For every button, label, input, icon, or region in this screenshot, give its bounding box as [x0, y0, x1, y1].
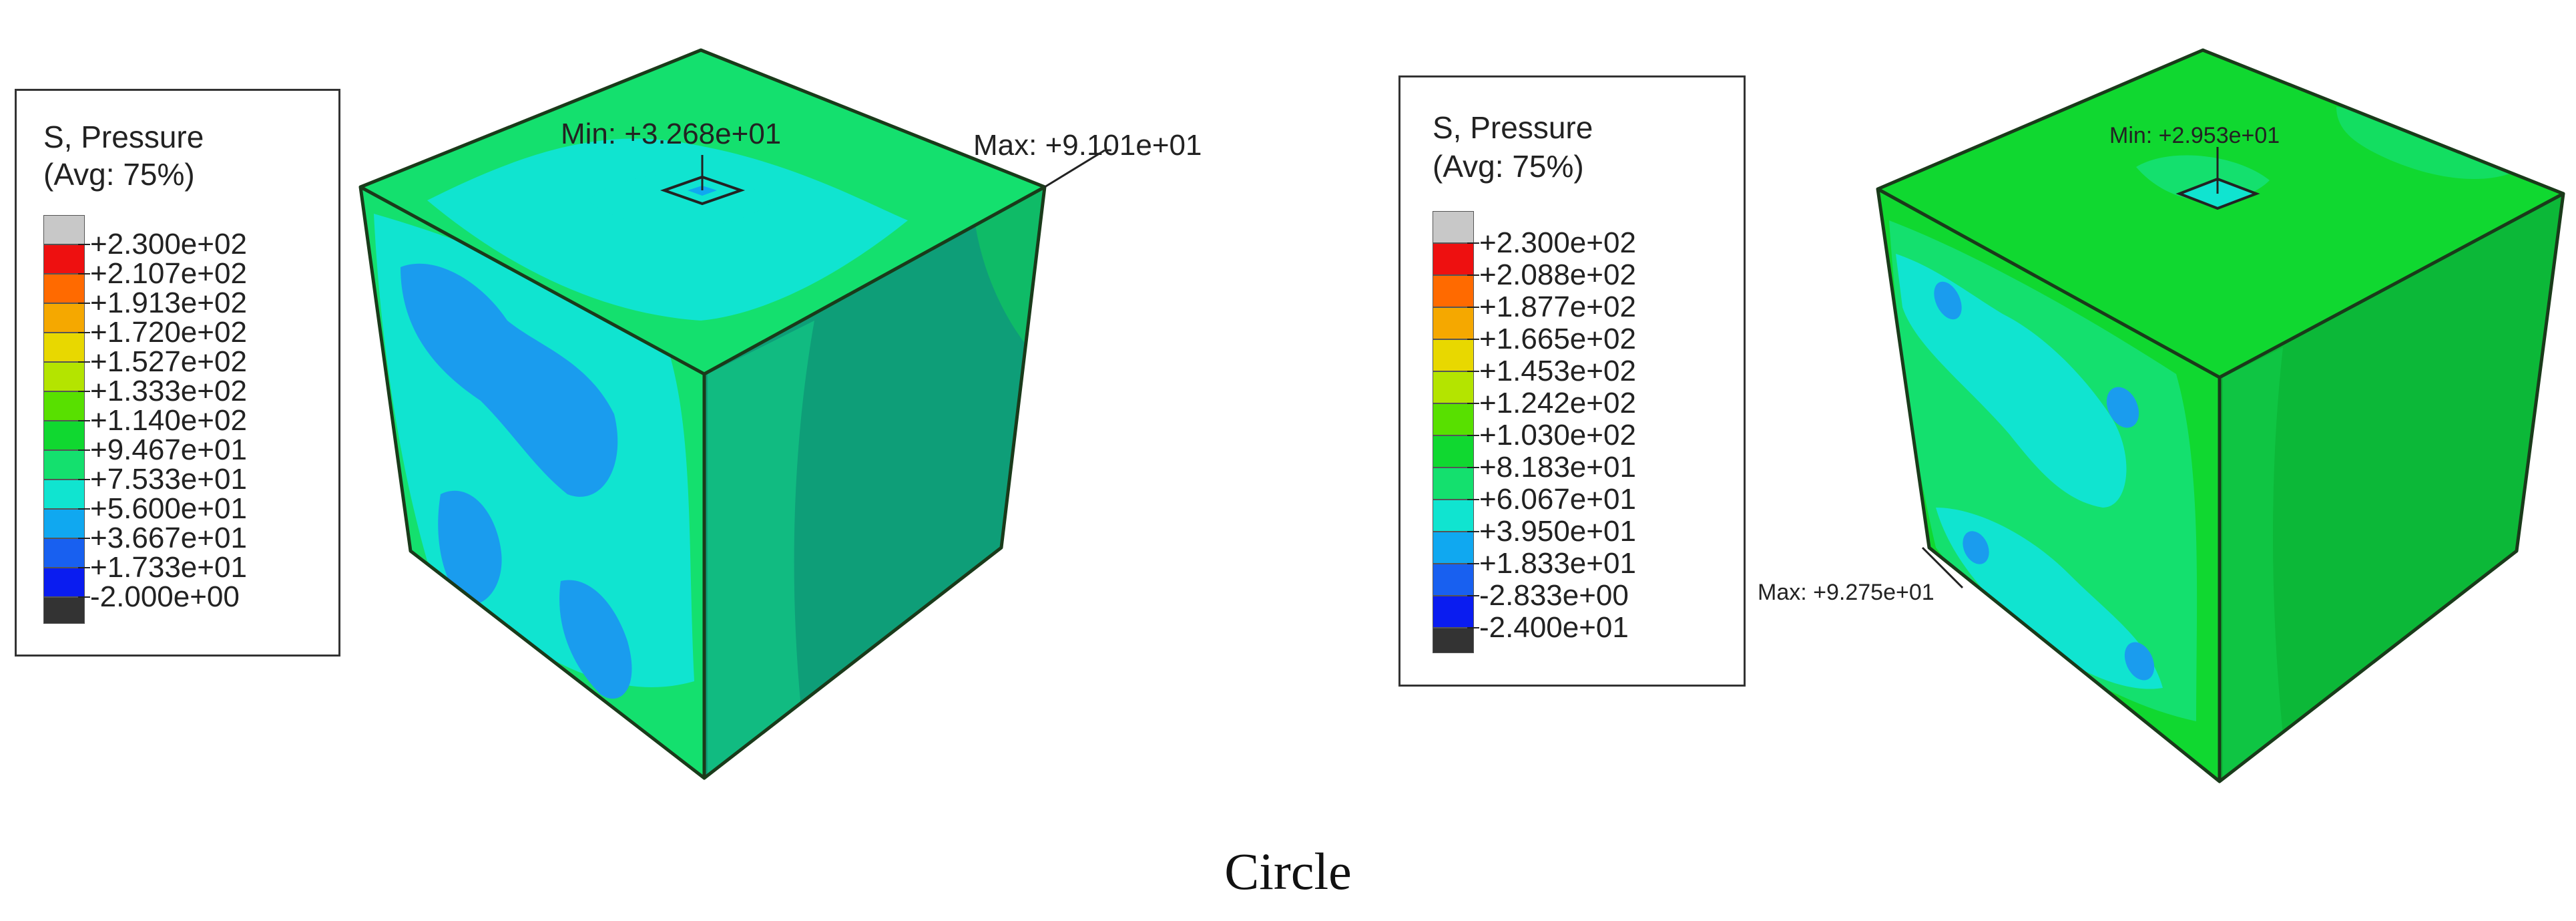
- color-bar: +2.300e+02 +2.107e+02 +1.913e+02 +1.720e…: [43, 215, 247, 624]
- legend-value: +2.300e+02: [78, 228, 247, 260]
- swatch-10: [1433, 532, 1474, 564]
- max-label: Max: +9.275e+01: [1758, 580, 1935, 605]
- legend-value: +3.950e+01: [1467, 515, 1636, 548]
- cube-right: Min: +2.953e+01 Max: +9.275e+01: [1758, 48, 2565, 783]
- cube-left: Min: +3.268e+01 Max: +9.101e+01: [358, 48, 1202, 780]
- swatch-8: [1433, 468, 1474, 500]
- swatch-5: [43, 362, 85, 391]
- legend-title: S, Pressure: [1433, 110, 1593, 145]
- legend-value: -2.833e+00: [1467, 579, 1629, 612]
- legend-value: +3.667e+01: [78, 522, 247, 554]
- swatch-8: [43, 450, 85, 480]
- swatch-11: [1433, 564, 1474, 596]
- legend-value: +1.913e+02: [78, 287, 247, 319]
- legend-value: +1.665e+02: [1467, 323, 1636, 355]
- cube-right-face: [704, 187, 1045, 778]
- legend-value: +1.140e+02: [78, 404, 247, 437]
- legend-subtitle: (Avg: 75%): [1433, 149, 1584, 184]
- cube-left-face: [1878, 189, 2220, 781]
- swatch-13: [43, 597, 85, 624]
- legend-value: +1.242e+02: [1467, 387, 1636, 419]
- swatch-1: [43, 244, 85, 274]
- color-bar: +2.300e+02 +2.088e+02 +1.877e+02 +1.665e…: [1433, 211, 1653, 653]
- swatch-1: [1433, 243, 1474, 275]
- legend-value: +2.088e+02: [1467, 258, 1636, 291]
- swatch-10: [43, 509, 85, 538]
- swatch-3: [43, 303, 85, 333]
- swatch-11: [43, 538, 85, 568]
- cube-top-face: [360, 50, 1045, 374]
- legend-panel-1: S, Pressure (Avg: 75%) +2.300e+02 +2.107…: [15, 89, 340, 657]
- legend-value: +8.183e+01: [1467, 451, 1636, 484]
- legend-value: -2.400e+01: [1467, 611, 1629, 644]
- swatch-12: [43, 568, 85, 597]
- swatch-0: [43, 215, 85, 244]
- swatch-7: [43, 421, 85, 450]
- swatch-7: [1433, 435, 1474, 468]
- swatch-2: [1433, 275, 1474, 307]
- swatch-2: [43, 274, 85, 303]
- legend-value: +1.527e+02: [78, 345, 247, 378]
- legend-value: +7.533e+01: [78, 463, 247, 496]
- legend-value: +9.467e+01: [78, 433, 247, 466]
- swatch-0: [1433, 211, 1474, 243]
- legend-value: +6.067e+01: [1467, 483, 1636, 516]
- legend-value: +1.453e+02: [1467, 355, 1636, 387]
- legend-value: +2.300e+02: [1467, 226, 1636, 259]
- swatch-9: [1433, 500, 1474, 532]
- swatch-5: [1433, 371, 1474, 403]
- cube-right-face: [2220, 194, 2563, 781]
- legend-value: +1.333e+02: [78, 375, 247, 407]
- max-marker: [1044, 149, 1111, 188]
- max-label: Max: +9.101e+01: [973, 129, 1202, 162]
- swatch-6: [43, 391, 85, 421]
- legend-value: +1.030e+02: [1467, 419, 1636, 451]
- swatch-4: [1433, 339, 1474, 371]
- legend-panel-2: S, Pressure (Avg: 75%) +2.300e+02 +2.088…: [1398, 75, 1746, 687]
- cube-top-face: [1878, 50, 2563, 377]
- swatch-3: [1433, 307, 1474, 339]
- swatch-9: [43, 480, 85, 509]
- cube-left-face: [360, 187, 704, 778]
- swatch-12: [1433, 596, 1474, 628]
- swatch-4: [43, 333, 85, 362]
- max-marker: [1921, 546, 1964, 589]
- swatch-13: [1433, 628, 1474, 653]
- legend-subtitle: (Avg: 75%): [43, 157, 195, 192]
- legend-value: -2.000e+00: [78, 580, 240, 613]
- legend-value: +2.107e+02: [78, 257, 247, 290]
- legend-value: +1.833e+01: [1467, 547, 1636, 580]
- legend-title: S, Pressure: [43, 120, 204, 154]
- legend-value: +5.600e+01: [78, 492, 247, 525]
- legend-value: +1.877e+02: [1467, 291, 1636, 323]
- legend-value: +1.733e+01: [78, 551, 247, 584]
- figure-caption: Circle: [1224, 842, 1352, 900]
- min-label: Min: +2.953e+01: [2109, 123, 2280, 148]
- min-label: Min: +3.268e+01: [561, 118, 781, 150]
- legend-value: +1.720e+02: [78, 316, 247, 349]
- swatch-6: [1433, 403, 1474, 435]
